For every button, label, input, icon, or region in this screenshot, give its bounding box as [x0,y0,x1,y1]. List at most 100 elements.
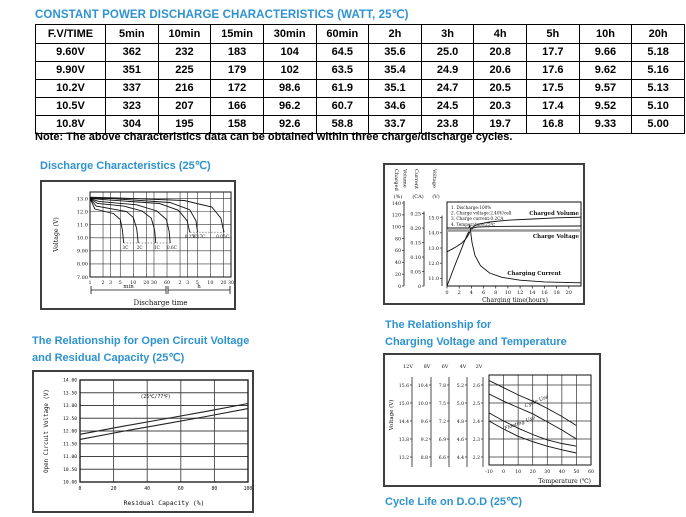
table-cell: 16.8 [526,115,580,134]
cvt-plot: Voltage (V) 12V 8V 6V 4V 2V 15.6 15.0 14.4 13.8 13… [388,364,594,485]
charge-conditions: 4. Temperature:25℃ [451,222,495,227]
svg-text:12.0: 12.0 [77,209,88,215]
svg-text:2: 2 [102,280,105,286]
svg-text:Voltage (V): Voltage (V) [53,217,60,253]
svg-text:7.2: 7.2 [439,419,446,425]
svg-text:10: 10 [505,290,511,296]
ocv-line-lower [79,408,249,440]
svg-text:6V: 6V [442,364,449,370]
svg-text:min: min [123,284,134,290]
ocv-plot: 14.00 13.50 13.00 12.50 12.00 11.50 11.00 10.50… [44,378,252,507]
svg-text:13.0: 13.0 [77,196,88,202]
table-cell: 96.2 [262,97,317,116]
table-row: 9.90V 351 225 179 102 63.5 35.4 24.9 20.6 17.6 9.6… [35,61,685,80]
svg-text:2.4: 2.4 [473,419,480,425]
svg-text:9.2: 9.2 [421,437,428,443]
table-header-cell: 15min [210,24,264,44]
svg-text:h: h [197,284,201,290]
table-header-cell: 10h [578,24,633,44]
table-row: 10.2V 337 216 172 98.6 61.9 35.1 24.7 20.5 17.5 9.… [35,79,685,98]
row-voltage-label: 10.2V [35,79,106,98]
table-cell: 323 [105,97,159,116]
svg-text:80: 80 [395,236,401,242]
charge-chart-box: Charged Volume (%) 140 120 100 80 60 40 20 0 Curren… [383,163,585,305]
table-cell: 17.6 [526,61,580,80]
svg-text:50: 50 [573,469,579,475]
svg-text:5: 5 [196,280,199,286]
table-cell: 60.7 [315,97,370,116]
table-cell: 216 [157,79,212,98]
svg-text:11.0: 11.0 [77,222,88,228]
table-header-cell: 5h [526,24,580,44]
svg-text:6.6: 6.6 [439,455,446,461]
table-cell: 63.5 [315,61,370,80]
svg-text:30: 30 [544,469,550,475]
table-cell: 35.4 [368,61,422,80]
charge-conditions: 1. Discharge:100% [451,205,491,210]
svg-text:15.6: 15.6 [399,383,409,389]
cvt-ylabel: Voltage (V) [388,400,395,432]
table-cell: 5.13 [631,79,685,98]
svg-text:10.0: 10.0 [77,236,88,242]
svg-text:5.0: 5.0 [457,401,464,407]
svg-text:Volume: Volume [402,168,408,188]
cvt-xlabel: Temperature (℃) [538,478,591,485]
table-cell: 20.5 [473,79,527,98]
row-voltage-label: 9.90V [35,61,106,80]
table-header-cell: 30min [262,24,317,44]
discharge-curve-1C [89,198,157,244]
cvt-chart-title: The Relationship for Charging Voltage an… [385,317,567,351]
svg-text:2V: 2V [476,364,483,370]
svg-text:7.8: 7.8 [439,383,446,389]
svg-text:(CA): (CA) [412,193,423,200]
svg-text:10.00: 10.00 [63,480,77,486]
svg-text:20: 20 [530,469,536,475]
svg-text:13.2: 13.2 [399,455,409,461]
curve-label: 0.25C [185,234,198,239]
table-cell: 5.10 [631,97,685,116]
table-cell: 166 [210,97,264,116]
svg-text:12V: 12V [403,364,413,370]
table-cell: 104 [262,43,317,62]
svg-text:20: 20 [395,272,401,278]
svg-text:20: 20 [111,486,117,492]
svg-text:4.6: 4.6 [457,437,464,443]
table-row: 9.60V 362 232 183 104 64.5 35.6 25.0 20.8 17.7 9.6… [35,43,685,62]
series-charged-volume [446,216,582,287]
svg-text:2.2: 2.2 [473,455,480,461]
svg-text:12.00: 12.00 [63,429,77,435]
table-cell: 183 [210,43,264,62]
discharge-chart-box: 13.0 12.0 11.0 10.0 9.00 8.00 7.00 Voltage (V) 1… [40,180,236,310]
svg-text:0: 0 [398,284,401,290]
svg-text:40: 40 [559,469,565,475]
svg-text:9.00: 9.00 [77,249,88,255]
svg-text:13.00: 13.00 [63,403,77,409]
table-header-cell: 5min [105,24,159,44]
svg-text:4: 4 [470,290,473,296]
band-floating-use-lower [488,420,577,454]
svg-text:10.50: 10.50 [63,467,77,473]
table-cell: 351 [105,61,159,80]
table-cell: 225 [157,61,212,80]
svg-text:80: 80 [212,486,218,492]
row-voltage-label: 10.8V [35,115,106,134]
discharge-plot: 13.0 12.0 11.0 10.0 9.00 8.00 7.00 Voltage (V) 1… [53,191,234,307]
table-row: 10.8V 304 195 158 92.6 58.8 33.7 23.8 19.7 16.8 9.… [35,115,685,134]
svg-text:3: 3 [186,280,189,286]
table-cell: 172 [210,79,264,98]
ocv-residual-capacity-chart: 14.00 13.50 13.00 12.50 12.00 11.50 11.00 10.50… [44,378,252,507]
ocv-chart-box: 14.00 13.50 13.00 12.50 12.00 11.50 11.00 10.50… [32,370,254,513]
svg-text:7.00: 7.00 [77,275,88,281]
svg-text:2.5: 2.5 [473,401,480,407]
svg-text:2: 2 [179,280,182,286]
svg-text:15.0: 15.0 [428,215,439,221]
svg-text:(%): (%) [394,193,403,200]
table-header-cell: 20h [631,24,685,44]
band-cycle-use-upper [488,380,577,426]
curve-label: 1C [154,245,160,250]
svg-text:20: 20 [143,280,149,286]
table-cell: 24.9 [420,61,475,80]
svg-text:Voltage: Voltage [431,168,437,188]
svg-text:5: 5 [119,280,122,286]
row-voltage-label: 10.5V [35,97,106,116]
